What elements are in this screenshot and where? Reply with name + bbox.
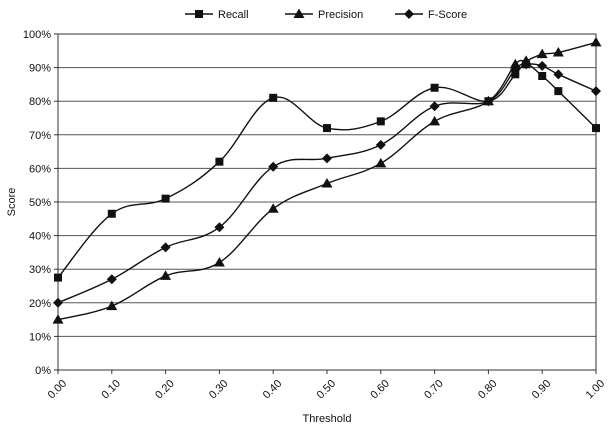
data-point-recall — [215, 157, 224, 166]
series-line-recall — [57, 63, 597, 279]
data-point-f-score — [160, 242, 171, 253]
legend-marker-f-score — [404, 9, 414, 19]
data-point-f-score — [375, 139, 386, 150]
legend-item-f-score: F-Score — [395, 9, 467, 21]
x-axis: 0.00 0.10 0.20 0.30 0.40 0.50 0.60 0.70 0.80 0.90… — [46, 370, 608, 402]
y-tick-label: 100% — [23, 29, 51, 41]
y-tick-label: 10% — [29, 331, 51, 343]
data-point-precision — [321, 178, 333, 188]
data-point-f-score — [214, 222, 225, 233]
legend-item-precision: Precision — [285, 8, 363, 21]
x-tick-label: 0.10 — [99, 378, 123, 402]
data-point-recall — [538, 72, 547, 80]
data-point-precision — [106, 300, 118, 311]
data-point-recall — [269, 93, 278, 102]
legend: Recall Precision F-Score — [185, 8, 467, 21]
data-point-f-score — [553, 69, 564, 80]
y-axis: 0% 10% 20% 30% 40% 50% 60% 70% 80% 90% 100% — [23, 29, 58, 377]
x-tick-label: 0.80 — [476, 378, 500, 402]
data-point-f-score — [322, 153, 332, 164]
data-point-f-score — [510, 64, 521, 75]
data-point-f-score — [591, 86, 601, 97]
series-precision — [52, 36, 602, 324]
data-point-precision — [536, 48, 548, 59]
x-tick-label: 0.90 — [530, 378, 554, 402]
data-point-f-score — [106, 274, 117, 285]
data-point-f-score — [429, 101, 440, 112]
data-point-precision — [375, 157, 387, 168]
y-tick-label: 90% — [29, 63, 51, 75]
x-tick-label: 1.00 — [584, 378, 608, 402]
x-tick-label: 0.40 — [261, 378, 285, 402]
y-tick-label: 50% — [29, 197, 51, 209]
data-point-recall — [107, 209, 116, 218]
x-tick-label: 0.50 — [315, 378, 339, 402]
x-axis-title: Threshold — [303, 413, 352, 425]
x-tick-label: 0.60 — [368, 378, 392, 402]
data-point-precision — [590, 36, 602, 47]
data-point-precision — [160, 270, 172, 280]
legend-marker-recall — [195, 10, 203, 18]
legend-label: Precision — [318, 9, 363, 21]
data-point-f-score — [268, 161, 279, 172]
series-group — [52, 36, 602, 324]
data-point-recall — [376, 117, 385, 126]
data-point-recall — [54, 273, 62, 282]
y-axis-title: Score — [6, 188, 18, 217]
y-tick-label: 70% — [29, 130, 51, 142]
data-point-f-score — [537, 60, 548, 71]
series-recall — [54, 60, 600, 282]
data-point-precision — [429, 115, 441, 126]
legend-item-recall: Recall — [185, 9, 249, 21]
legend-label: F-Score — [428, 9, 467, 21]
y-tick-label: 60% — [29, 163, 51, 175]
data-point-recall — [511, 70, 520, 79]
x-tick-label: 0.20 — [153, 378, 177, 402]
data-point-recall — [430, 83, 439, 92]
data-point-f-score — [53, 297, 63, 308]
data-point-recall — [323, 124, 331, 133]
y-tick-label: 80% — [29, 96, 51, 108]
series-f-score — [53, 59, 601, 308]
data-point-f-score — [521, 59, 532, 70]
y-tick-label: 20% — [29, 298, 51, 310]
data-point-precision — [552, 46, 564, 57]
legend-label: Recall — [218, 9, 249, 21]
data-point-precision — [267, 203, 279, 213]
data-point-recall — [554, 87, 563, 96]
data-point-precision — [52, 314, 64, 324]
data-point-f-score — [483, 96, 494, 107]
data-point-recall — [161, 194, 170, 203]
x-tick-label: 0.30 — [207, 378, 231, 402]
legend-marker-precision — [293, 8, 305, 18]
x-tick-label: 0.70 — [422, 378, 446, 402]
x-tick-label: 0.00 — [46, 378, 70, 402]
data-point-recall — [592, 124, 600, 133]
y-tick-label: 40% — [29, 231, 51, 243]
y-tick-label: 0% — [35, 365, 51, 377]
data-point-precision — [213, 256, 225, 267]
y-tick-label: 30% — [29, 264, 51, 276]
